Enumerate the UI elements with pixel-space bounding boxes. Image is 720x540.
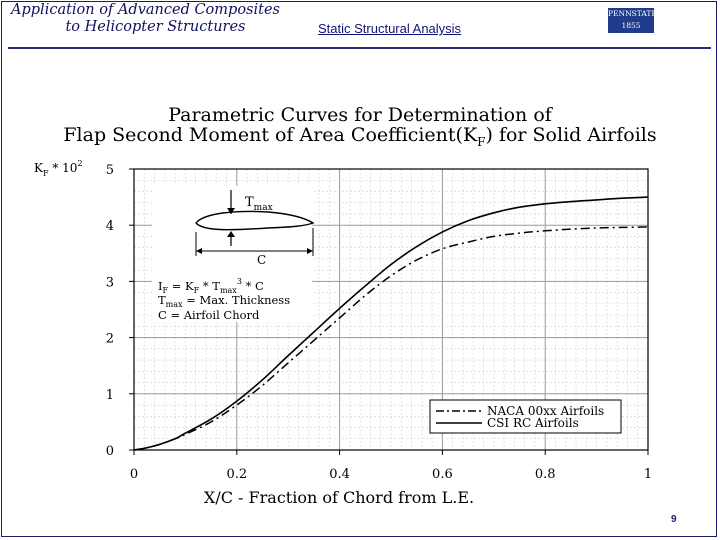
chart-title-line2-end: ) for Solid Airfoils xyxy=(485,124,657,146)
tmax-arrowhead-top xyxy=(227,208,235,214)
series-line-1 xyxy=(133,196,649,451)
chart-title-line2-start: Flap Second Moment of Area Coefficient(K xyxy=(63,124,478,146)
x-tick-label: 0.6 xyxy=(432,467,453,482)
y-tick-label: 0 xyxy=(106,444,114,459)
legend-label-naca: NACA 00xx Airfoils xyxy=(487,404,604,418)
airfoil-shape xyxy=(195,210,315,231)
university-logo: PENNSTATE 1855 xyxy=(608,8,657,33)
page-number: 9 xyxy=(671,514,677,525)
chart-title-line2: Flap Second Moment of Area Coefficient(K… xyxy=(10,124,710,149)
section-title: Static Structural Analysis xyxy=(318,21,462,36)
formula-line3: C = Airfoil Chord xyxy=(158,308,260,322)
formula-line1: IF = KF * Tmax3 * C xyxy=(158,277,264,295)
x-tick-label: 1 xyxy=(644,467,652,482)
chord-label: C xyxy=(257,253,266,267)
airfoil-inset: Tmax C IF = KF * Tmax3 * C Tmax = Max. T… xyxy=(152,186,315,322)
chord-arrowhead-right xyxy=(307,248,313,254)
chart-title-line1: Parametric Curves for Determination of xyxy=(168,104,552,126)
chart-series xyxy=(133,196,649,451)
y-tick-label: 5 xyxy=(106,163,114,178)
chart-title-subscript: F xyxy=(477,134,486,149)
y-tick-label: 1 xyxy=(106,388,114,403)
legend-label-csi: CSI RC Airfoils xyxy=(487,416,579,430)
x-axis-label: X/C - Fraction of Chord from L.E. xyxy=(204,488,474,507)
chord-arrowhead-left xyxy=(196,248,202,254)
formula-line2: Tmax = Max. Thickness xyxy=(158,293,290,309)
course-title-line2: to Helicopter Structures xyxy=(65,19,246,35)
legend-box xyxy=(429,399,622,434)
y-axis-label: KF * 102 xyxy=(34,159,83,178)
tmax-arrowhead-bottom xyxy=(227,231,235,237)
logo-year: 1855 xyxy=(621,21,641,30)
plot-border xyxy=(133,168,649,451)
x-tick-label: 0.2 xyxy=(226,467,247,482)
x-tick-label: 0 xyxy=(130,467,138,482)
x-tick-label: 0.8 xyxy=(535,467,556,482)
y-tick-label: 4 xyxy=(106,219,114,234)
y-tick-label: 2 xyxy=(106,332,114,347)
chart-legend: NACA 00xx Airfoils CSI RC Airfoils xyxy=(429,399,622,434)
logo-text: PENNSTATE xyxy=(608,9,657,18)
chart-axes: 0 0.2 0.4 0.6 0.8 1 0 1 2 3 4 5 xyxy=(106,163,652,482)
tmax-label: Tmax xyxy=(245,195,273,213)
course-title: Application of Advanced Composites to He… xyxy=(8,2,283,36)
x-tick-label: 0.4 xyxy=(329,467,350,482)
header-divider xyxy=(8,47,711,49)
y-tick-label: 3 xyxy=(106,275,114,290)
course-title-line1: Application of Advanced Composites xyxy=(11,2,280,18)
